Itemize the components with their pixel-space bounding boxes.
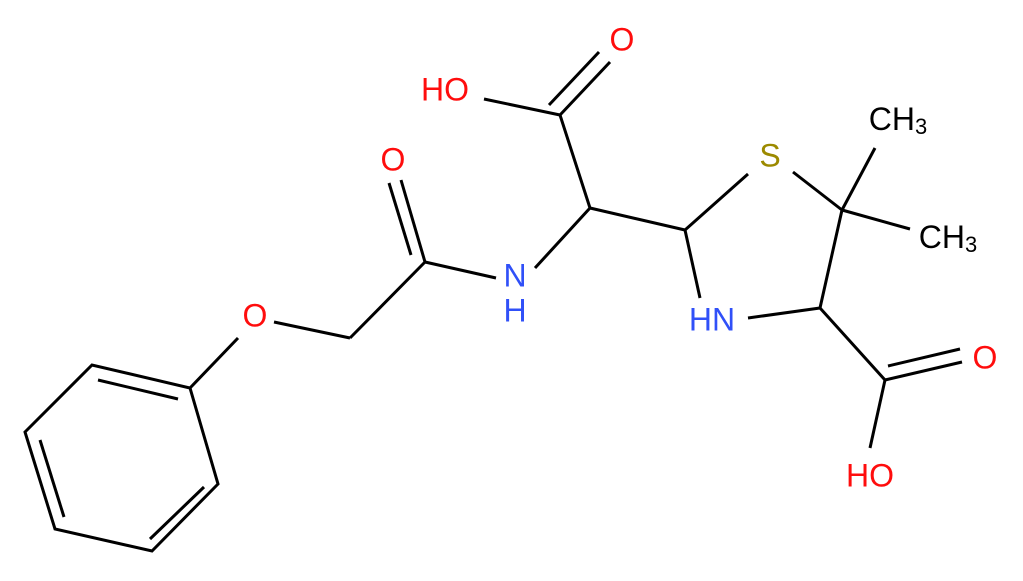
atom-label: O — [973, 339, 998, 375]
atom-label: O — [610, 21, 635, 57]
atom-label-main: CH — [919, 219, 965, 255]
atom-label: S — [759, 137, 780, 173]
atom-label: HN — [689, 301, 735, 337]
atom-label-main: CH — [869, 101, 915, 137]
atom-labels: HO O O N H S CH3 CH3 HN O O HO — [243, 21, 998, 493]
atom-label: N — [503, 257, 526, 293]
atom-label: O — [243, 297, 268, 333]
atom-label-subscript: 3 — [965, 232, 977, 257]
atom-label-subscript: 3 — [915, 114, 927, 139]
bonds — [23, 50, 963, 553]
atom-label: H — [503, 292, 526, 328]
atom-label: HO — [421, 71, 469, 107]
atom-label: HO — [846, 457, 894, 493]
atom-label: O — [381, 141, 406, 177]
atom-label: CH3 — [869, 101, 927, 138]
atom-label: CH3 — [919, 219, 977, 256]
